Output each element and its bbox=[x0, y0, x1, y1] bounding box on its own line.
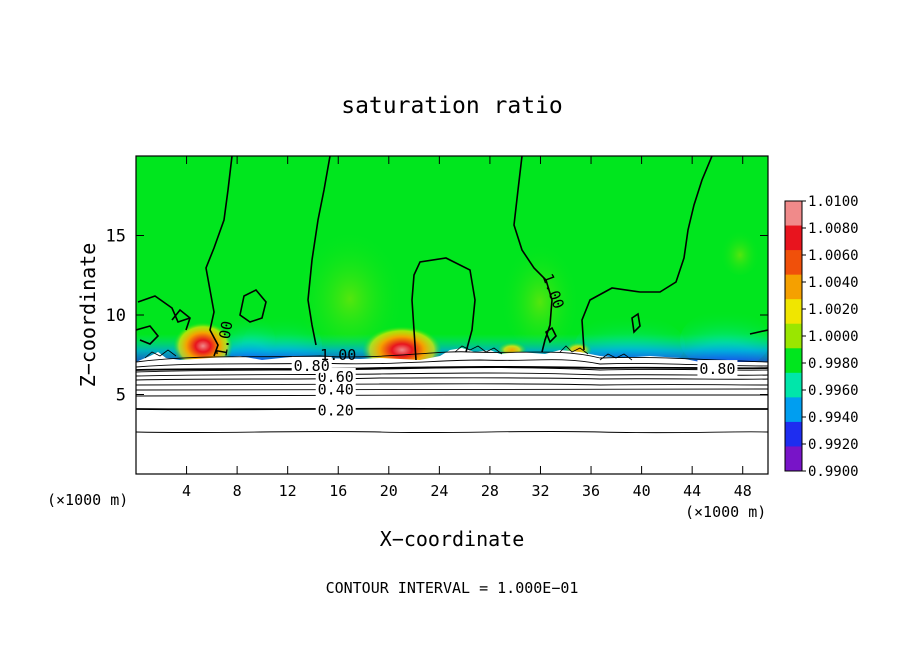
colorbar-segment bbox=[785, 323, 802, 349]
contour-label-bg bbox=[697, 360, 738, 377]
y-axis-label: Z−coordinate bbox=[76, 243, 100, 388]
y-tick-label: 5 bbox=[116, 386, 126, 406]
x-unit-right: (×1000 m) bbox=[685, 503, 766, 521]
colorbar-label: 1.0080 bbox=[808, 221, 859, 237]
colorbar-segment bbox=[785, 348, 802, 374]
x-unit-left: (×1000 m) bbox=[47, 491, 128, 509]
x-tick-label: 24 bbox=[430, 482, 448, 500]
x-tick-label: 20 bbox=[380, 482, 398, 500]
contour-label-bg bbox=[291, 356, 332, 373]
contour-label: 0.80 bbox=[699, 360, 735, 378]
contour-label-bg bbox=[315, 401, 356, 418]
surface-detail bbox=[144, 345, 633, 361]
colorbar-segment bbox=[785, 299, 802, 325]
colorbar-segment bbox=[785, 225, 802, 251]
colorbar-segment bbox=[785, 274, 802, 300]
lower-region bbox=[136, 364, 768, 474]
colorbar-label: 1.0060 bbox=[808, 248, 859, 264]
colorbar-segment bbox=[785, 201, 802, 227]
x-axis-label: X−coordinate bbox=[380, 527, 525, 551]
colorbar-label: 1.0100 bbox=[808, 194, 859, 210]
x-tick-label: 4 bbox=[182, 482, 191, 500]
colorbar-segment bbox=[785, 446, 802, 472]
colorbar-label: 0.9920 bbox=[808, 437, 859, 453]
colorbar-label: 0.9940 bbox=[808, 410, 859, 426]
x-tick-label: 48 bbox=[734, 482, 752, 500]
colorbar-segment bbox=[785, 372, 802, 398]
x-tick-label: 44 bbox=[683, 482, 701, 500]
x-tick-label: 36 bbox=[582, 482, 600, 500]
colorbar-label: 0.9960 bbox=[808, 383, 859, 399]
colorbar-label: 1.0020 bbox=[808, 302, 859, 318]
chart-title: saturation ratio bbox=[341, 93, 563, 119]
colorbar-label: 0.9900 bbox=[808, 464, 859, 480]
upper-contours bbox=[136, 156, 768, 361]
contour-label: 0.80 bbox=[294, 357, 330, 375]
contour-label: 1.00 bbox=[212, 319, 236, 358]
colorbar: 1.0100 1.0080 1.0060 1.0040 1.0020 1.0000 0.99… bbox=[784, 194, 859, 480]
pale-region-1 bbox=[295, 215, 405, 355]
colorbar-label: 0.9980 bbox=[808, 356, 859, 372]
bold-contours bbox=[136, 365, 768, 411]
colorbar-segment bbox=[785, 421, 802, 447]
x-tick-label: 12 bbox=[279, 482, 297, 500]
contour-label-bg bbox=[315, 380, 356, 397]
x-tick-label: 16 bbox=[329, 482, 347, 500]
x-tick-label: 40 bbox=[633, 482, 651, 500]
x-tick-label: 8 bbox=[233, 482, 242, 500]
colorbar-segment bbox=[785, 397, 802, 423]
colorbar-segment bbox=[785, 250, 802, 276]
contour-label: 1.00 bbox=[320, 346, 356, 364]
y-tick-label: 15 bbox=[106, 227, 126, 247]
colorbar-label: 1.0040 bbox=[808, 275, 859, 291]
colorbar-label: 1.0000 bbox=[808, 329, 859, 345]
pale-region-3 bbox=[720, 225, 760, 275]
contour-label: 0.20 bbox=[318, 401, 354, 419]
plot-area: 0.200.400.600.80 0.801.001.001.00 bbox=[136, 156, 768, 474]
x-tick-label: 32 bbox=[531, 482, 549, 500]
contour-interval-footer: CONTOUR INTERVAL = 1.000E−01 bbox=[326, 579, 579, 597]
pale-region-2 bbox=[500, 230, 580, 350]
x-tick-label: 28 bbox=[481, 482, 499, 500]
contour-label: 0.40 bbox=[318, 381, 354, 399]
y-tick-label: 10 bbox=[106, 306, 126, 326]
